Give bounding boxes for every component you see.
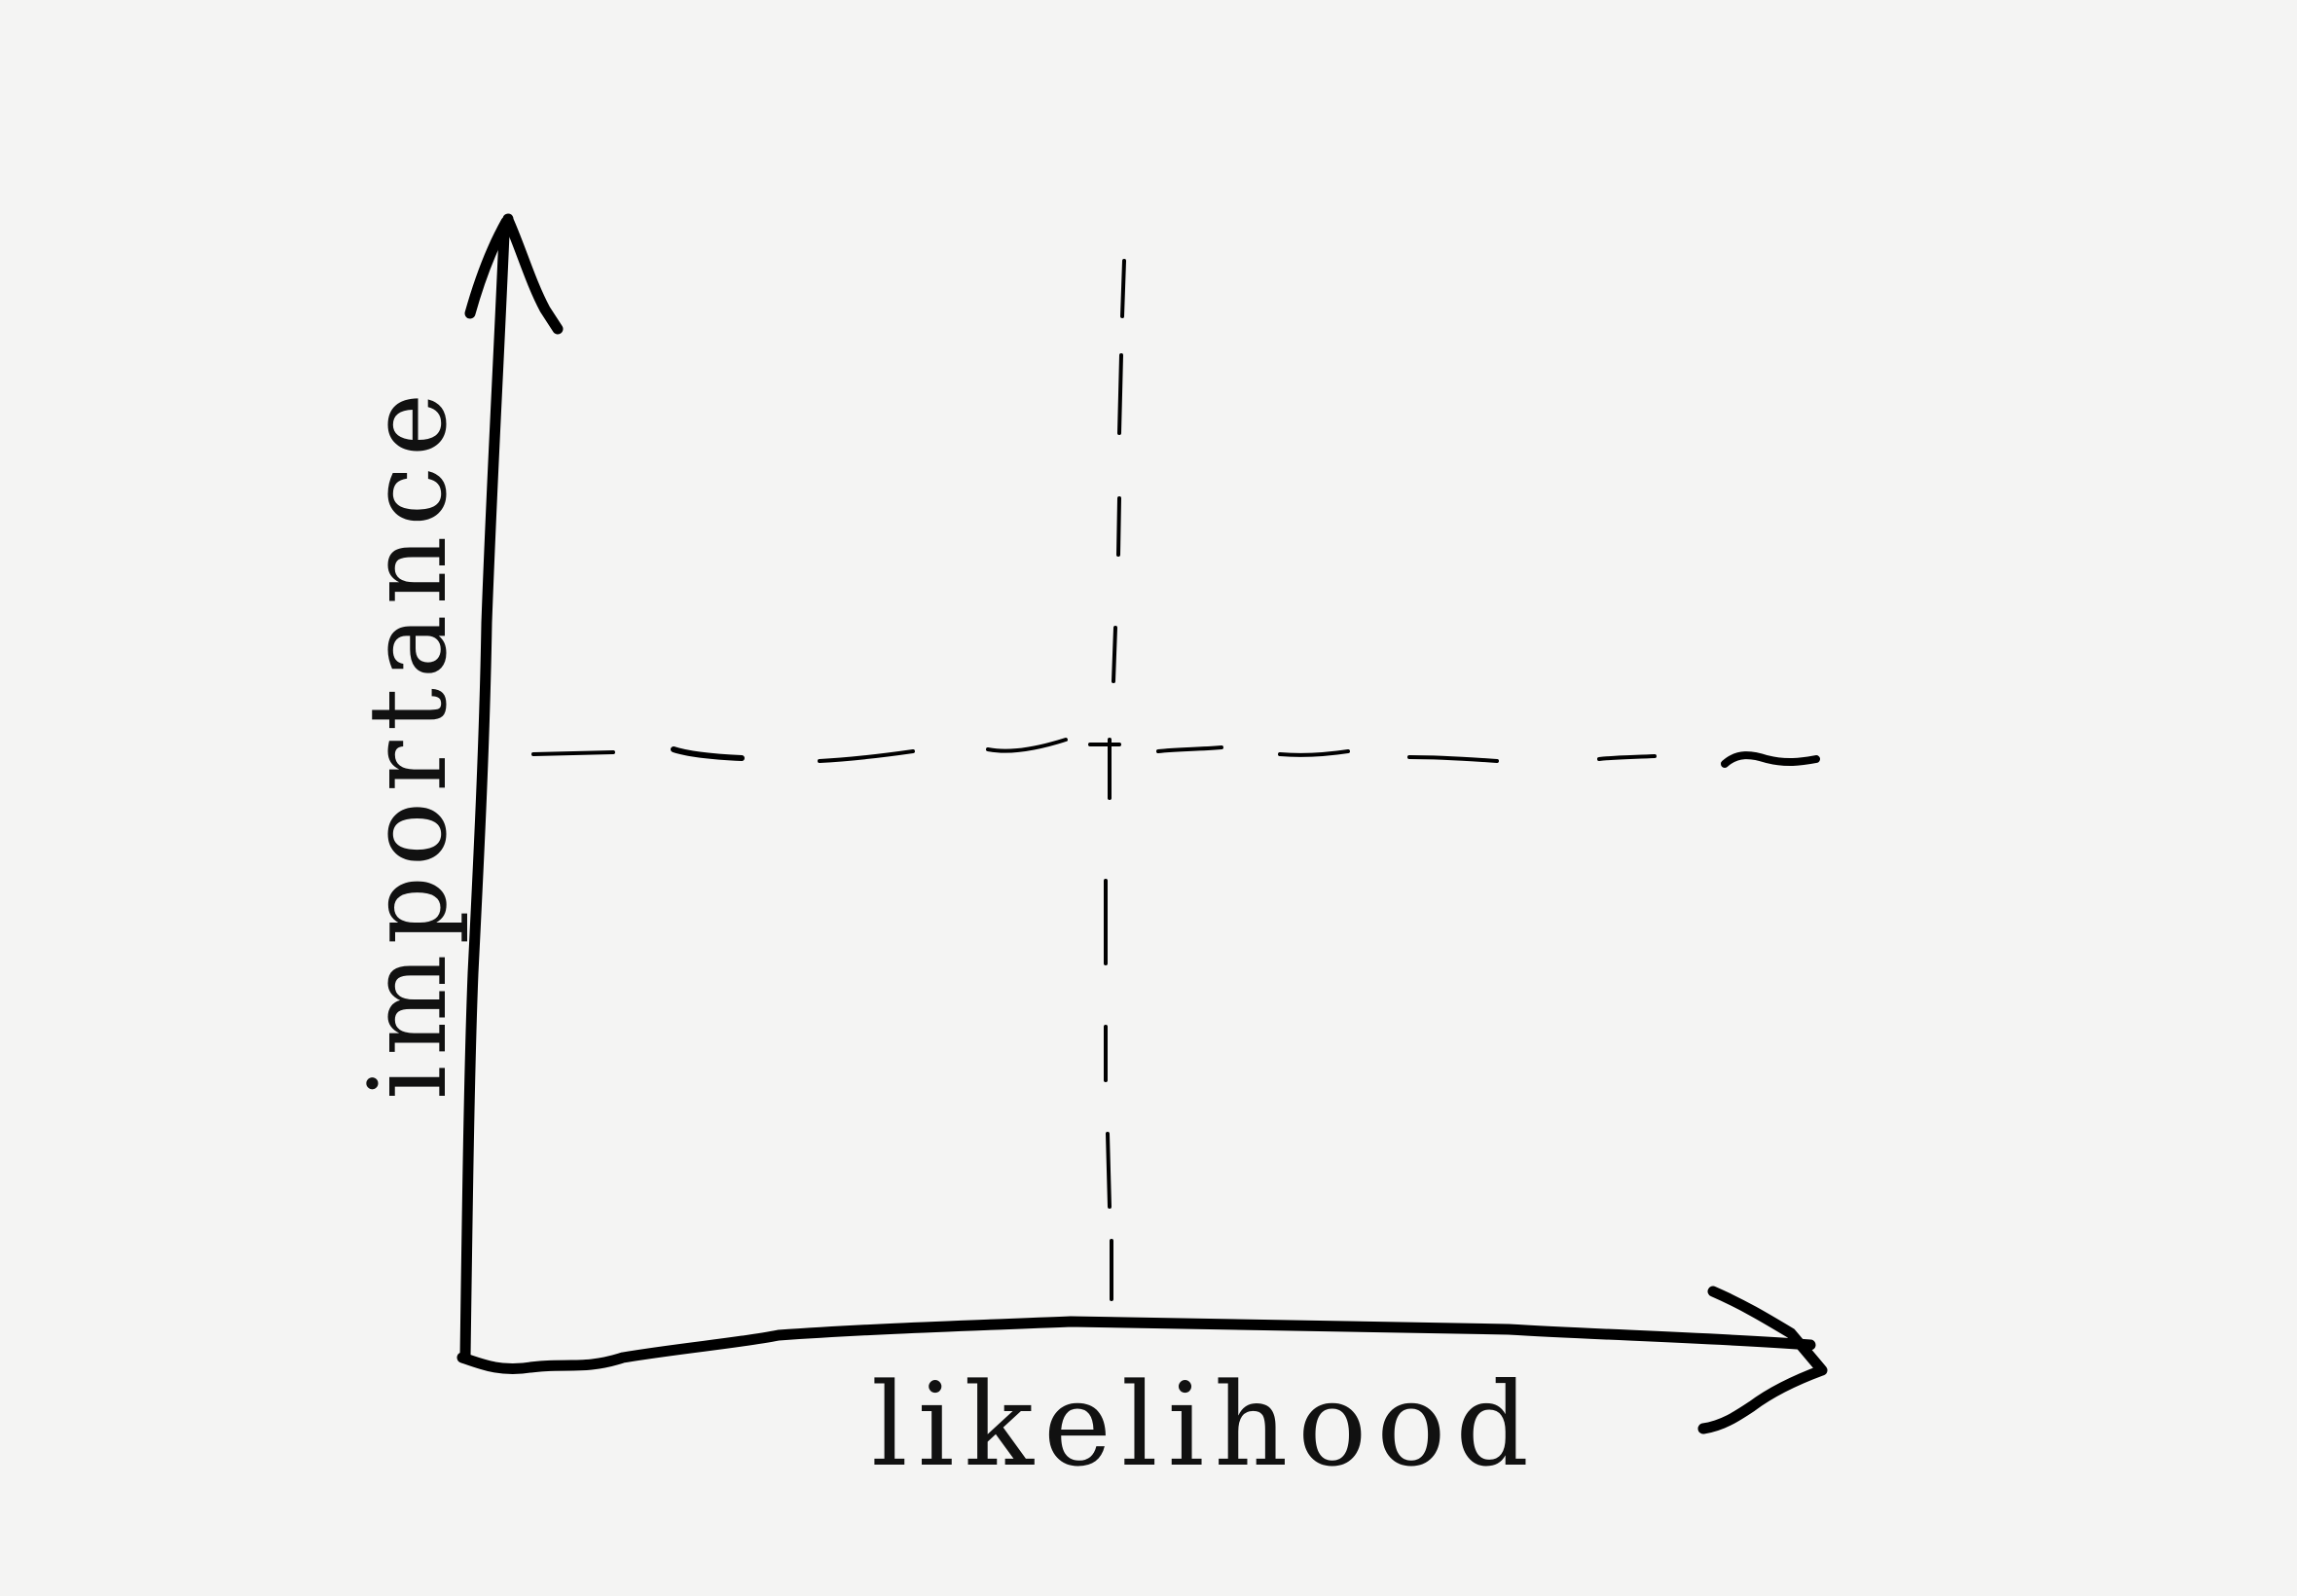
- horizontal-dashed-divider: [531, 738, 1820, 768]
- y-axis-line: [459, 213, 514, 1363]
- x-axis-label: likelihood: [871, 1358, 1539, 1492]
- y-axis-arrowhead: [464, 214, 564, 335]
- y-axis-label: importance: [346, 382, 470, 1100]
- x-axis-arrowhead: [1697, 1286, 1828, 1434]
- x-axis-line: [456, 1316, 1816, 1375]
- vertical-dashed-divider: [1104, 259, 1126, 1301]
